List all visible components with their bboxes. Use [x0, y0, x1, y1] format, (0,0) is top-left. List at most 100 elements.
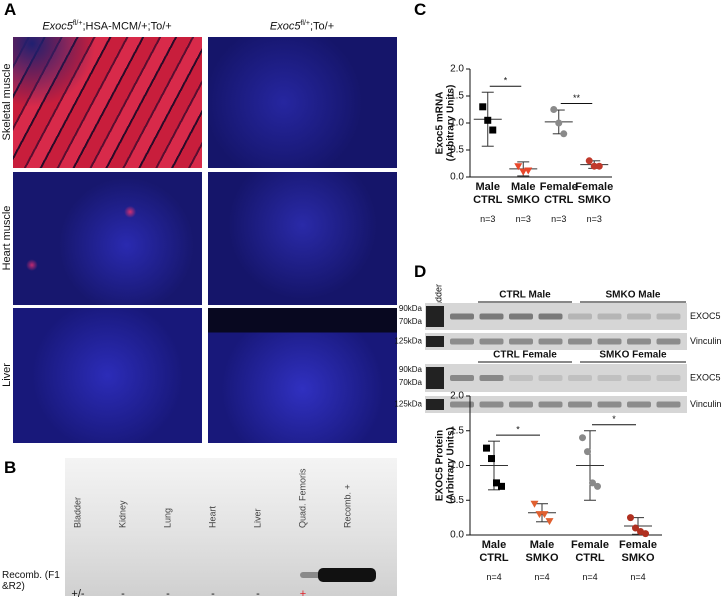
n-label: n=4	[582, 572, 598, 582]
call-label: +/-	[71, 588, 85, 600]
dot	[489, 126, 497, 134]
blot-band	[479, 401, 504, 408]
x-tick-label: Female CTRL	[539, 181, 578, 206]
x-tick-label: Female CTRL	[571, 539, 609, 564]
ladder-band	[426, 367, 444, 389]
dot	[579, 434, 586, 442]
lane-label: Recomb. +	[342, 484, 352, 528]
y-axis-label: EXOC5 Protein	[435, 430, 446, 501]
y-tick-label: 0.5	[450, 495, 464, 506]
header-part: fl/+	[72, 20, 83, 27]
band-label: Vinculin	[690, 399, 721, 409]
header-part: Exoc5	[42, 20, 73, 33]
y-tick-label: 1.5	[450, 91, 464, 102]
dot	[550, 106, 558, 113]
ladder-band	[426, 306, 444, 327]
blot-band	[627, 313, 651, 320]
blot-band	[479, 338, 504, 345]
lane-label: Kidney	[117, 500, 127, 528]
dot	[484, 116, 492, 124]
x-tick-label: Male SMKO	[525, 539, 559, 564]
dot	[545, 518, 554, 526]
micrograph	[13, 37, 202, 168]
blot-band	[509, 338, 533, 345]
blot-band	[656, 401, 681, 408]
y-axis-label: (Arbitrary Units)	[446, 85, 457, 162]
mw-marker: 125kDa	[394, 400, 422, 409]
dot	[524, 167, 533, 175]
ladder-label: Ladder	[433, 284, 443, 312]
sig-label: *	[516, 425, 520, 435]
dot	[519, 168, 528, 176]
panel-label: B	[4, 458, 17, 477]
call-label: +	[299, 588, 307, 600]
panel-label: C	[414, 0, 427, 19]
y-tick-label: 0.0	[450, 530, 464, 541]
row-label: Liver	[1, 363, 13, 387]
x-tick-label: Male CTRL	[473, 181, 503, 206]
mw-marker: 90kDa	[399, 304, 423, 313]
blot-band	[509, 401, 533, 408]
blot-band	[450, 313, 474, 320]
lane-label: Lung	[162, 508, 172, 528]
n-label: n=4	[534, 572, 550, 582]
x-tick-label: Female SMKO	[575, 181, 614, 206]
group-label: SMKO Female	[599, 350, 667, 361]
blot-band	[597, 313, 622, 320]
band-label: EXOC5	[690, 311, 721, 321]
y-tick-label: 1.5	[450, 425, 464, 436]
dot	[595, 162, 603, 170]
call-label: -	[211, 588, 215, 600]
blot-band	[538, 375, 563, 381]
dot	[488, 455, 495, 463]
gel-band	[318, 568, 376, 582]
blot-band	[450, 375, 474, 381]
micrograph	[208, 172, 397, 305]
y-tick-label: 2.0	[450, 391, 464, 402]
blot-band	[568, 338, 592, 345]
lane-label: Heart	[207, 505, 217, 528]
ladder-band	[426, 336, 444, 347]
blot-band	[656, 338, 681, 345]
call-label: -	[256, 588, 260, 600]
x-tick-label: Male CTRL	[479, 539, 509, 564]
y-tick-label: 0.5	[450, 145, 464, 156]
dot	[555, 119, 563, 127]
ladder-band	[426, 399, 444, 410]
dot	[642, 530, 649, 538]
blot-band	[597, 375, 622, 381]
group-label: SMKO Male	[605, 290, 660, 301]
y-axis-label: (Arbitrary Units)	[446, 427, 457, 504]
micrograph	[208, 308, 397, 443]
blot-band	[450, 401, 474, 408]
dot	[498, 482, 505, 490]
dot	[627, 514, 634, 522]
group-label: CTRL Female	[493, 350, 557, 361]
blot-band	[450, 338, 474, 345]
dot	[493, 479, 500, 487]
blot-band	[656, 375, 681, 381]
blot-band	[597, 338, 622, 345]
call-label: -	[121, 588, 125, 600]
blot-band	[627, 338, 651, 345]
dot	[560, 130, 568, 138]
y-tick-label: 0.0	[450, 172, 464, 183]
lane-label: Quad. Femoris	[297, 468, 307, 528]
dot	[584, 448, 591, 456]
band-label: Vinculin	[690, 336, 721, 346]
call-label: -	[166, 588, 170, 600]
mw-marker: 90kDa	[399, 365, 423, 374]
blot-band	[479, 313, 504, 320]
blot-band	[568, 375, 592, 381]
blot-band	[479, 375, 504, 381]
x-tick-label: Female SMKO	[619, 539, 657, 564]
y-tick-label: 1.0	[450, 460, 464, 471]
mw-marker: 70kDa	[399, 317, 423, 326]
sig-label: *	[612, 414, 616, 424]
blot-band	[627, 401, 651, 408]
blot-band	[538, 401, 563, 408]
band-label: EXOC5	[690, 372, 721, 382]
micrograph	[13, 308, 202, 443]
blot-band	[568, 313, 592, 320]
